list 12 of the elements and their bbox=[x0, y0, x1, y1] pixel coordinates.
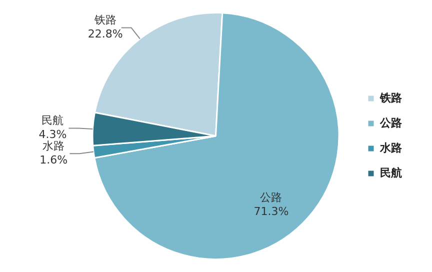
legend-label: 公路 bbox=[379, 116, 402, 130]
slice-label: 铁路 bbox=[93, 14, 116, 27]
slice-label: 水路 bbox=[42, 139, 65, 152]
legend-label: 民航 bbox=[380, 166, 402, 180]
data-label: 71.3% bbox=[254, 204, 289, 218]
data-label: 22.8% bbox=[88, 28, 123, 41]
legend-label: 铁路 bbox=[379, 91, 402, 104]
data-label: 4.3% bbox=[38, 128, 67, 142]
slice-label: 民航 bbox=[42, 114, 64, 128]
legend-label: 水路 bbox=[379, 141, 402, 154]
slice-label: 公路 bbox=[260, 190, 282, 204]
data-label: 1.6% bbox=[40, 153, 68, 166]
